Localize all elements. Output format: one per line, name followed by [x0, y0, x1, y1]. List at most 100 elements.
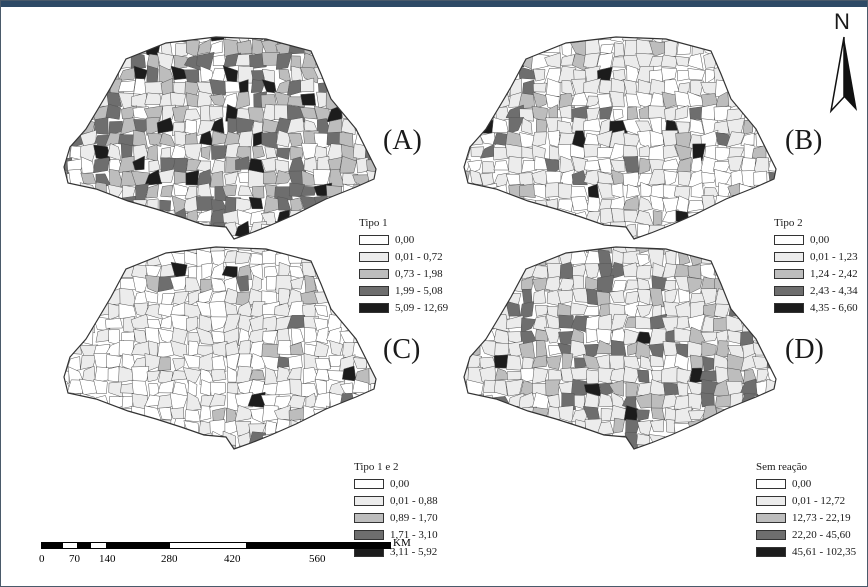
municipality — [778, 314, 791, 332]
municipality — [622, 195, 640, 211]
municipality — [81, 290, 98, 304]
municipality — [519, 301, 535, 319]
municipality — [755, 37, 768, 45]
municipality — [634, 340, 650, 360]
municipality — [493, 66, 510, 85]
municipality — [169, 275, 189, 291]
municipality — [261, 156, 279, 172]
municipality — [687, 410, 707, 420]
municipality — [366, 431, 376, 449]
municipality — [81, 52, 97, 70]
municipality — [144, 92, 162, 105]
municipality — [482, 279, 499, 295]
municipality — [187, 379, 198, 397]
municipality — [558, 93, 576, 109]
municipality — [467, 353, 482, 371]
municipality — [767, 104, 776, 120]
municipality — [186, 316, 198, 333]
state-border — [63, 246, 377, 450]
municipality — [365, 327, 376, 344]
municipality — [464, 249, 472, 268]
municipality — [158, 407, 172, 421]
municipality — [287, 210, 306, 227]
municipality — [160, 147, 172, 160]
municipality — [650, 183, 665, 198]
municipality — [210, 159, 226, 174]
municipality — [700, 288, 718, 305]
municipality — [505, 143, 524, 159]
municipality — [766, 405, 776, 421]
municipality — [380, 196, 391, 211]
municipality — [93, 379, 108, 394]
municipality — [314, 52, 330, 70]
municipality — [146, 370, 161, 383]
municipality — [94, 408, 110, 421]
municipality — [598, 392, 614, 408]
municipality — [479, 421, 496, 436]
municipality — [504, 418, 519, 436]
municipality — [92, 431, 109, 449]
municipality — [481, 405, 499, 422]
municipality — [687, 247, 702, 255]
legend-range: 0,00 — [792, 477, 812, 490]
legend-range: 0,01 - 0,72 — [395, 250, 443, 263]
municipality — [627, 458, 638, 464]
municipality — [381, 184, 391, 197]
municipality — [545, 37, 560, 44]
legend-swatch — [774, 268, 804, 279]
municipalities — [464, 37, 791, 239]
municipality — [753, 303, 769, 317]
municipality — [686, 276, 703, 294]
municipality — [118, 222, 136, 238]
municipality — [584, 263, 601, 280]
legend-range: 0,73 - 1,98 — [395, 267, 443, 280]
municipality — [727, 40, 743, 56]
municipality — [778, 367, 791, 381]
municipality — [106, 43, 123, 58]
municipality — [752, 65, 770, 84]
municipality — [533, 247, 549, 255]
municipality — [464, 37, 472, 42]
municipality — [108, 121, 123, 135]
legend-swatch — [774, 234, 804, 245]
municipality — [95, 247, 110, 255]
municipality — [637, 277, 651, 291]
municipality — [531, 131, 547, 148]
municipality — [716, 460, 731, 464]
municipality — [610, 313, 628, 331]
municipality — [170, 433, 187, 449]
municipality — [464, 247, 471, 252]
municipality — [687, 53, 704, 71]
municipality — [508, 156, 523, 175]
municipality — [157, 432, 176, 449]
municipality — [703, 303, 718, 318]
legend-swatch — [354, 529, 384, 540]
municipality — [237, 185, 254, 197]
municipality — [134, 209, 150, 224]
municipality — [212, 54, 227, 66]
municipality — [493, 380, 508, 397]
municipality — [275, 52, 293, 70]
scale-tick-label: 70 — [69, 553, 80, 565]
municipality — [315, 431, 330, 449]
municipality — [596, 275, 615, 293]
municipality — [185, 430, 198, 449]
municipality — [585, 328, 598, 344]
municipality — [93, 117, 109, 135]
municipality — [341, 301, 359, 321]
municipality — [597, 247, 613, 254]
municipality — [612, 109, 624, 121]
scale-tick-label: 280 — [161, 553, 178, 565]
municipality — [64, 275, 71, 292]
municipality — [519, 209, 533, 224]
municipality — [93, 41, 110, 56]
municipality — [493, 354, 512, 369]
municipality — [782, 172, 791, 186]
panel-label-d: (D) — [785, 334, 824, 365]
municipality — [752, 105, 767, 123]
municipality — [494, 404, 511, 422]
municipality — [84, 247, 97, 253]
municipality — [224, 171, 239, 186]
municipality — [105, 317, 123, 329]
municipality — [237, 314, 253, 333]
